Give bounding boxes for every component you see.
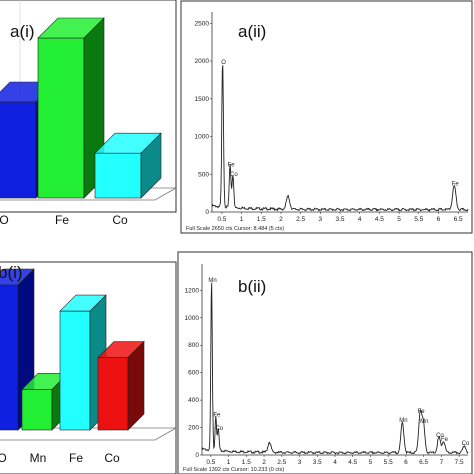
peak-label: Co — [230, 172, 238, 178]
panel-a-ii-title: a(ii) — [238, 22, 266, 41]
panel-a-i: O Fe Co a(i) — [0, 0, 178, 227]
panel-b-i-title: b(i) — [0, 263, 23, 282]
bar-front — [59, 310, 91, 431]
panel-a-ii-frame — [180, 0, 473, 234]
peak-label: Mn — [399, 418, 407, 424]
x-tick-label: 1 — [240, 216, 244, 223]
panel-a-ii-spectrum — [211, 65, 469, 212]
panel-a-i-title: a(i) — [10, 22, 35, 41]
x-tick-label: 5.5 — [384, 459, 393, 466]
bar-front — [0, 284, 19, 431]
bar-side — [127, 340, 145, 431]
x-tick-label: 3.5 — [313, 459, 322, 466]
panel-b-i: O Mn Fe Co b(i) — [0, 261, 178, 474]
y-tick-label: 0 — [195, 452, 199, 459]
panel-b-ii: 0 200 400 600 800 1000 1200 0.5 1 1.5 2 2.5 3 3.5 4 4.5… — [177, 251, 473, 474]
y-tick-label: 800 — [188, 342, 199, 349]
x-tick-label: 6.5 — [454, 216, 463, 223]
x-tick-label: 0.5 — [206, 459, 215, 466]
y-tick-label: 1200 — [185, 287, 200, 294]
category-label: Fe — [69, 451, 83, 465]
x-tick-label: 3 — [298, 459, 302, 466]
peak-label: Co — [462, 441, 470, 447]
peak-label: Fe — [418, 409, 426, 415]
y-tick-label: 2000 — [195, 58, 210, 65]
bar-Fe — [37, 17, 105, 199]
peak-label: Fe — [441, 437, 449, 443]
x-tick-label: 4 — [333, 459, 337, 466]
x-tick-label: 2.5 — [277, 459, 286, 466]
peak-label: Mn — [420, 419, 428, 425]
x-tick-label: 4.5 — [348, 459, 357, 466]
panel-a-ii-axes: 0 500 1000 1500 2000 2500 0.5 1 1.5 2 2.5 3 3.5 4 4.5 5… — [195, 12, 468, 223]
bar-front — [21, 389, 53, 431]
panel-b-ii-axes: 0 200 400 600 800 1000 1200 0.5 1 1.5 2 2.5 3 3.5 4 4.5… — [185, 264, 468, 466]
peak-label: Mn — [208, 278, 216, 284]
x-tick-label: 4 — [358, 216, 362, 223]
bar-front — [94, 152, 142, 199]
peak-label: Fe — [213, 412, 221, 418]
x-tick-label: 7.5 — [455, 459, 464, 466]
panel-a-ii-caption: Full Scale 2650 cts Cursor: 8.484 (5 cts… — [186, 226, 284, 232]
y-tick-label: 200 — [188, 425, 199, 432]
panel-b-ii-caption: Full Scale 1392 cts Cursor: 10.233 (0 ct… — [183, 467, 284, 473]
peak-label: Fe — [228, 163, 236, 169]
peak-label: Co — [436, 433, 444, 439]
panel-a-i-bars — [0, 17, 162, 199]
category-label: O — [0, 451, 7, 465]
y-tick-label: 1000 — [185, 315, 200, 322]
x-tick-label: 7 — [440, 459, 444, 466]
y-tick-label: 1500 — [195, 96, 210, 103]
panel-b-i-categories: O Mn Fe Co — [0, 451, 120, 465]
panel-b-i-floor — [0, 427, 178, 441]
x-tick-label: 1.5 — [257, 216, 266, 223]
panel-a-i-categories: O Fe Co — [0, 213, 128, 227]
category-label: Mn — [30, 451, 47, 465]
x-tick-label: 4.5 — [375, 216, 384, 223]
bar-front — [0, 101, 37, 199]
y-tick-label: 600 — [188, 370, 199, 377]
panel-b-ii-spectrum — [201, 282, 469, 455]
x-tick-label: 3.5 — [335, 216, 344, 223]
x-tick-label: 6 — [404, 459, 408, 466]
category-label: Fe — [55, 213, 69, 227]
category-label: Co — [112, 213, 128, 227]
category-label: O — [0, 213, 9, 227]
panel-b-ii-title: b(ii) — [238, 277, 266, 296]
x-tick-label: 1 — [227, 459, 231, 466]
panel-b-ii-frame — [177, 251, 473, 474]
x-tick-label: 5 — [397, 216, 401, 223]
y-tick-label: 400 — [188, 397, 199, 404]
peak-label: Co — [215, 426, 223, 432]
y-tick-label: 2500 — [195, 20, 210, 27]
panel-a-ii-peak-labels: O Fe Co Fe — [221, 60, 459, 188]
bar-Co — [97, 340, 145, 431]
peak-label: Fe — [452, 182, 460, 188]
x-tick-label: 5 — [369, 459, 373, 466]
x-tick-label: 3 — [318, 216, 322, 223]
panel-a-i-floor — [0, 187, 178, 201]
y-tick-label: 1000 — [195, 134, 210, 141]
x-tick-label: 5.5 — [414, 216, 423, 223]
peak-label: O — [221, 60, 226, 66]
x-tick-label: 2 — [262, 459, 266, 466]
bar-Co — [94, 132, 162, 199]
y-tick-label: 500 — [198, 171, 209, 178]
y-tick-label: 0 — [205, 209, 209, 216]
x-tick-label: 6.5 — [419, 459, 428, 466]
bar-front — [37, 37, 85, 199]
bar-front — [97, 357, 129, 431]
category-label: Co — [104, 451, 120, 465]
x-tick-label: 2 — [279, 216, 283, 223]
x-tick-label: 2.5 — [296, 216, 305, 223]
x-tick-label: 6 — [437, 216, 441, 223]
panel-b-i-bars — [0, 268, 145, 431]
bar-side — [140, 132, 162, 199]
x-tick-label: 1.5 — [242, 459, 251, 466]
x-tick-label: 0.5 — [217, 216, 226, 223]
panel-a-ii: 0 500 1000 1500 2000 2500 0.5 1 1.5 2 2.5 3 3.5 4 4.5 5… — [180, 0, 473, 234]
